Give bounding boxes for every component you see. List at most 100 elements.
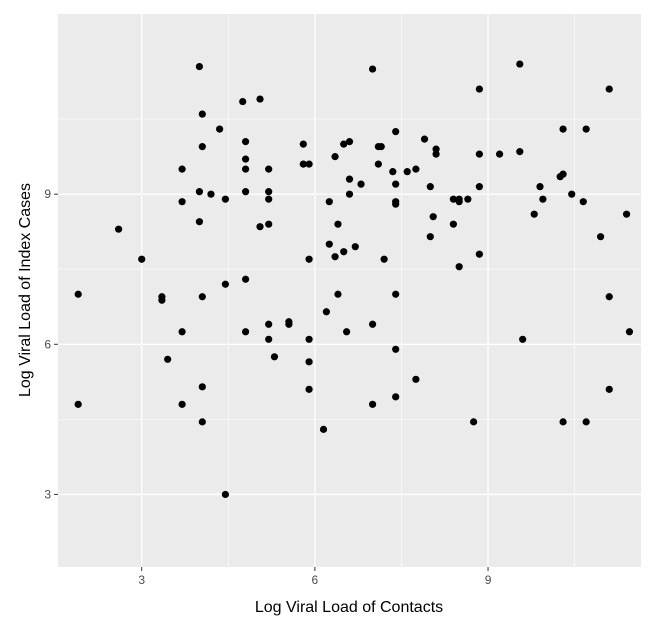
- data-point: [265, 195, 273, 203]
- data-point: [412, 375, 420, 383]
- data-point: [198, 110, 206, 118]
- data-point: [559, 170, 567, 178]
- data-point: [340, 248, 348, 256]
- data-point: [74, 400, 82, 408]
- data-point: [221, 195, 229, 203]
- data-point: [429, 213, 437, 221]
- x-tick-label: 9: [485, 573, 492, 587]
- data-point: [357, 180, 365, 188]
- data-point: [392, 200, 400, 208]
- data-point: [178, 328, 186, 336]
- data-point: [239, 97, 247, 106]
- data-point: [319, 425, 328, 433]
- data-point: [198, 383, 206, 391]
- data-point: [270, 353, 279, 361]
- data-point: [325, 240, 333, 248]
- data-point: [432, 145, 440, 153]
- data-point: [392, 128, 400, 136]
- data-point: [559, 418, 567, 426]
- data-point: [178, 198, 186, 206]
- data-point: [568, 190, 576, 198]
- data-point: [158, 296, 166, 304]
- data-point: [449, 195, 458, 203]
- data-point: [455, 198, 463, 206]
- y-tick-label: 3: [44, 487, 51, 501]
- data-point: [596, 233, 605, 241]
- data-point: [265, 188, 273, 196]
- data-point: [412, 165, 420, 173]
- data-point: [495, 150, 504, 158]
- data-point: [605, 85, 613, 93]
- data-point: [265, 320, 273, 328]
- data-point: [625, 328, 634, 336]
- data-point: [305, 255, 313, 263]
- data-point: [195, 188, 204, 196]
- data-point: [582, 418, 590, 426]
- data-point: [579, 198, 587, 206]
- data-point: [420, 135, 429, 143]
- data-point: [377, 143, 385, 151]
- data-point: [464, 195, 472, 203]
- data-point: [305, 385, 313, 393]
- data-point: [392, 290, 400, 298]
- y-axis-title: Log Viral Load of Index Cases: [17, 183, 34, 397]
- y-axis-ticks: 3 6 9: [44, 187, 58, 501]
- data-point: [351, 243, 359, 251]
- data-point: [241, 328, 250, 336]
- data-point: [426, 233, 434, 241]
- data-point: [285, 320, 293, 328]
- data-point: [605, 293, 613, 301]
- data-point: [536, 183, 544, 191]
- data-point: [605, 385, 613, 393]
- data-point: [221, 280, 229, 288]
- data-point: [475, 150, 483, 158]
- data-point: [519, 335, 527, 343]
- data-point: [221, 490, 229, 499]
- data-point: [516, 148, 524, 156]
- data-point: [343, 328, 351, 336]
- x-tick-label: 6: [312, 573, 319, 587]
- data-point: [115, 225, 123, 233]
- data-point: [241, 275, 250, 283]
- data-point: [334, 220, 342, 228]
- data-point: [331, 253, 339, 261]
- data-point: [368, 320, 377, 328]
- data-point: [305, 160, 313, 168]
- data-point: [138, 255, 146, 263]
- data-point: [241, 188, 250, 196]
- data-point: [74, 290, 82, 298]
- data-point: [470, 418, 478, 426]
- data-point: [345, 190, 354, 198]
- x-axis-title: Log Viral Load of Contacts: [255, 599, 443, 616]
- data-point: [455, 263, 463, 271]
- data-point: [299, 160, 307, 168]
- data-point: [475, 183, 483, 191]
- data-point: [198, 293, 206, 301]
- data-point: [530, 210, 538, 218]
- data-point: [392, 393, 400, 401]
- data-point: [432, 150, 440, 158]
- data-point: [195, 218, 204, 226]
- plot-panel: [58, 14, 641, 567]
- y-tick-label: 6: [44, 337, 51, 351]
- data-point: [305, 358, 313, 366]
- data-point: [322, 308, 331, 316]
- data-point: [265, 165, 273, 173]
- data-point: [265, 220, 273, 228]
- data-point: [325, 198, 333, 206]
- data-point: [299, 140, 307, 148]
- data-point: [392, 180, 400, 188]
- data-point: [305, 335, 313, 343]
- data-point: [207, 190, 215, 198]
- data-point: [331, 153, 339, 161]
- x-tick-label: 3: [138, 573, 145, 587]
- data-point: [256, 95, 264, 103]
- minor-gridlines: [58, 14, 641, 567]
- data-point: [516, 60, 524, 68]
- data-point: [334, 290, 342, 298]
- data-point: [392, 345, 400, 353]
- data-point: [426, 183, 434, 191]
- data-point: [389, 168, 397, 176]
- data-point: [539, 195, 547, 203]
